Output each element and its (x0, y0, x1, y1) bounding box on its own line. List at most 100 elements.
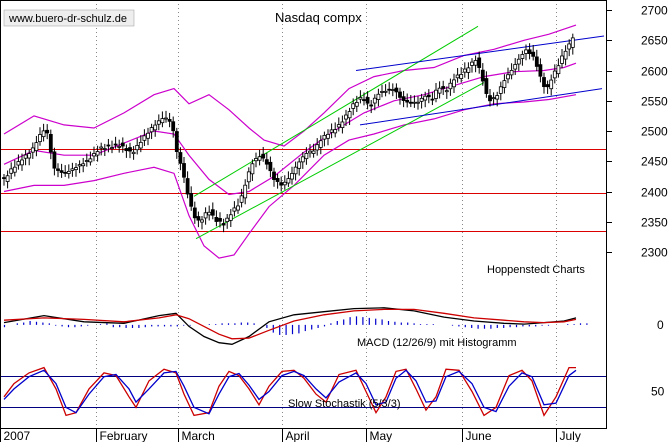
candle-body (102, 148, 107, 150)
candle-body (524, 49, 528, 54)
candle-body (545, 84, 550, 88)
price-tick-label: 2650 (641, 34, 668, 48)
candle-body (99, 146, 104, 149)
candle-body (214, 217, 219, 222)
candle-body (340, 121, 345, 128)
month-label: 2007 (4, 429, 31, 442)
candle-body (516, 58, 521, 65)
stochastic-panel (0, 366, 607, 417)
candle-body (182, 163, 186, 178)
candle-body (326, 133, 330, 139)
candle-body (570, 37, 575, 48)
watermark-box (3, 9, 135, 27)
month-label: March (182, 429, 215, 442)
candle-body (567, 43, 572, 50)
candle-body (383, 90, 388, 93)
candle-body (322, 134, 327, 140)
candle-body (2, 177, 6, 179)
candle-body (441, 86, 446, 89)
month-label: July (560, 429, 581, 442)
candle-body (142, 135, 147, 141)
candle-body (293, 166, 298, 175)
candle-body (250, 163, 255, 175)
candle-body (416, 101, 420, 104)
green-channel-upper-line (193, 25, 479, 197)
candle-body (488, 95, 492, 102)
candle-body (455, 74, 460, 79)
candle-body (153, 124, 158, 131)
candle-body (308, 150, 312, 154)
candle-body (243, 184, 248, 199)
candle-body (354, 102, 359, 107)
candle-body (59, 170, 64, 173)
candle-body (189, 193, 194, 207)
candle-body (124, 148, 129, 152)
candle-body (473, 60, 478, 66)
candle-body (365, 97, 370, 104)
candle-body (498, 86, 503, 94)
price-tick-label: 2500 (641, 125, 668, 139)
candle-body (218, 218, 222, 222)
month-label: June (466, 429, 492, 442)
candle-body (27, 153, 32, 159)
source-label: Hoppenstedt Charts (487, 264, 585, 276)
candle-body (92, 153, 96, 157)
month-label: May (370, 429, 393, 442)
price-tick-label: 2700 (641, 4, 668, 18)
candle-body (282, 181, 287, 186)
candle-body (88, 158, 93, 163)
candle-body (160, 118, 165, 124)
candle-body (401, 96, 406, 101)
candle-body (268, 161, 273, 172)
candle-body (192, 207, 197, 219)
candle-body (426, 94, 431, 98)
candle-body (131, 151, 136, 155)
candle-body (120, 142, 125, 147)
candle-body (329, 129, 334, 133)
candle-body (254, 158, 258, 162)
candle-body (300, 156, 305, 163)
candle-body (387, 88, 392, 91)
candle-body (149, 127, 154, 133)
candle-body (556, 65, 561, 75)
macd-macd-line (3, 307, 577, 345)
candle-body (16, 161, 21, 166)
blue-channel-upper-line (355, 35, 605, 71)
candle-body (470, 61, 474, 66)
candle-body (419, 97, 424, 102)
candle-body (66, 170, 71, 174)
candle-body (174, 131, 179, 152)
candle-body (297, 161, 302, 169)
stochastic-label: Slow Stochastik (5/3/3) (288, 398, 401, 410)
candle-body (138, 141, 143, 149)
candle-body (462, 68, 467, 73)
candle-body (502, 80, 507, 88)
candlesticks (2, 33, 575, 233)
candle-body (434, 89, 438, 99)
candle-body (408, 101, 413, 104)
candle-body (225, 217, 230, 223)
price-tick-label: 2450 (641, 155, 668, 169)
price-tick-label: 2350 (641, 216, 668, 230)
candle-body (246, 171, 251, 183)
candle-body (423, 95, 428, 101)
candle-body (405, 99, 410, 103)
candle-body (527, 49, 532, 55)
candle-body (412, 101, 417, 104)
watermark: www.buero-dr-schulz.de (8, 13, 127, 25)
candle-body (272, 171, 276, 180)
candle-body (398, 91, 402, 98)
candle-body (52, 151, 57, 169)
candle-body (477, 57, 482, 68)
candle-body (430, 98, 435, 101)
price-axis: 2300 2350 2400 2450 2500 2550 2600 2650 2700 0 50 (607, 4, 668, 399)
candle-body (221, 223, 226, 226)
candle-body (390, 89, 395, 91)
candle-body (117, 146, 122, 148)
green-channel-lower-line (195, 82, 485, 240)
chart-title: Nasdaq compx (275, 10, 362, 25)
candle-body (200, 219, 204, 223)
candle-body (264, 159, 269, 165)
candle-body (480, 69, 485, 82)
candle-body (549, 79, 554, 90)
